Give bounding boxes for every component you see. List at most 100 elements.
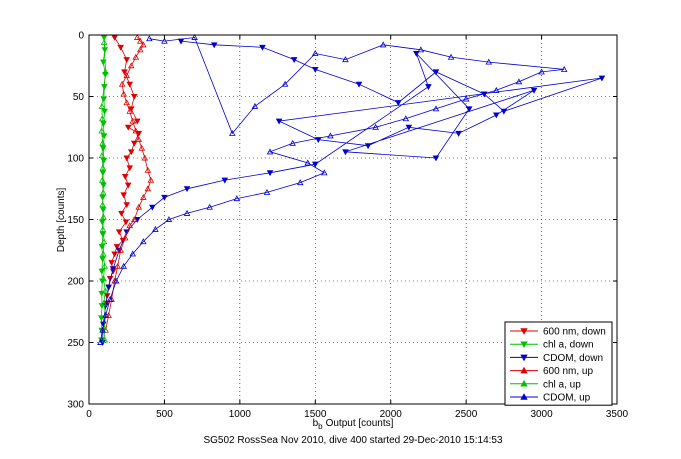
data-point xyxy=(133,118,141,125)
data-point xyxy=(98,268,106,275)
legend-box xyxy=(504,321,613,406)
data-point xyxy=(117,246,124,253)
data-point xyxy=(149,204,156,211)
data-point xyxy=(133,34,141,40)
data-point xyxy=(152,225,159,232)
data-point xyxy=(432,69,440,76)
x-axis-label-subscript: b xyxy=(318,422,323,431)
data-point xyxy=(191,34,198,40)
data-point xyxy=(455,130,462,137)
data-point xyxy=(183,186,191,193)
x-tick-label: 2500 xyxy=(455,409,478,420)
data-point xyxy=(138,144,146,151)
data-point xyxy=(121,69,128,76)
legend-label: CDOM, up xyxy=(543,393,591,404)
data-point xyxy=(221,177,229,184)
data-point xyxy=(135,130,143,137)
legend-label: chl a, up xyxy=(543,379,581,390)
data-point xyxy=(425,84,432,91)
data-point xyxy=(132,127,140,134)
data-point xyxy=(126,165,134,172)
data-point xyxy=(123,57,130,64)
data-point xyxy=(100,275,107,282)
data-point xyxy=(312,66,319,73)
data-point xyxy=(127,149,135,156)
data-point xyxy=(327,132,334,139)
data-point xyxy=(372,123,379,130)
data-point xyxy=(161,194,168,201)
data-point xyxy=(115,229,123,236)
data-point xyxy=(342,56,349,63)
data-point xyxy=(124,182,132,189)
data-point xyxy=(99,189,107,195)
legend-label: chl a, down xyxy=(543,340,594,351)
data-point xyxy=(465,106,473,113)
ticks: 0 500 1000 1500 2000 2500 3000 3500 0 50 100 150 200… xyxy=(67,31,628,421)
caption: SG502 RossSea Nov 2010, dive 400 started… xyxy=(203,435,503,446)
data-point xyxy=(447,53,455,60)
legend-marker xyxy=(520,379,528,387)
data-point xyxy=(137,46,144,53)
data-point xyxy=(123,202,130,209)
data-point xyxy=(129,117,137,124)
data-point xyxy=(127,62,135,69)
data-point xyxy=(98,244,106,250)
data-point xyxy=(99,250,107,257)
data-point xyxy=(100,238,108,245)
data-point xyxy=(281,80,289,87)
series-4 xyxy=(98,38,109,343)
data-point xyxy=(118,80,126,87)
data-point xyxy=(140,193,147,200)
data-point xyxy=(118,210,125,217)
data-point xyxy=(432,155,440,162)
data-point xyxy=(126,222,134,229)
data-point xyxy=(312,161,319,168)
data-point xyxy=(266,170,274,177)
legend: 600 nm, down chl a, down CDOM, down 600 nm,… xyxy=(504,321,613,406)
data-point xyxy=(101,336,109,343)
x-tick-label: 0 xyxy=(86,409,92,420)
data-point xyxy=(99,139,106,146)
data-point xyxy=(342,149,349,156)
data-point xyxy=(130,216,138,222)
data-point xyxy=(135,203,143,210)
data-point xyxy=(102,312,109,318)
data-point xyxy=(321,169,328,176)
data-point xyxy=(98,127,105,134)
data-point xyxy=(111,251,118,258)
data-point xyxy=(417,46,425,53)
series-line xyxy=(101,42,107,341)
data-point xyxy=(123,72,130,79)
series-layer xyxy=(97,34,606,346)
data-point xyxy=(126,107,134,114)
data-point xyxy=(146,35,153,42)
data-point xyxy=(106,296,114,302)
data-point xyxy=(124,124,132,131)
data-point xyxy=(140,41,147,48)
series-5 xyxy=(97,34,568,345)
y-tick-label: 50 xyxy=(73,92,85,103)
data-point xyxy=(109,266,117,273)
data-point xyxy=(210,42,218,49)
data-point xyxy=(120,262,127,269)
data-point xyxy=(538,68,545,75)
data-point xyxy=(394,100,402,107)
data-point xyxy=(108,260,115,266)
data-point xyxy=(462,95,470,102)
data-point xyxy=(97,339,104,345)
data-point xyxy=(275,118,283,125)
y-tick-label: 250 xyxy=(67,338,84,349)
data-point xyxy=(112,277,120,284)
x-tick-label: 1000 xyxy=(229,409,252,420)
legend-label: 600 nm, down xyxy=(543,327,606,338)
data-point xyxy=(379,41,387,48)
data-point xyxy=(493,112,500,119)
data-point xyxy=(100,133,108,140)
x-axis-label: bb Output [counts] xyxy=(313,418,394,431)
data-point xyxy=(405,124,413,131)
x-tick-label: 3000 xyxy=(530,409,553,420)
data-point xyxy=(147,176,155,183)
data-point xyxy=(102,287,109,294)
data-point xyxy=(312,50,319,56)
